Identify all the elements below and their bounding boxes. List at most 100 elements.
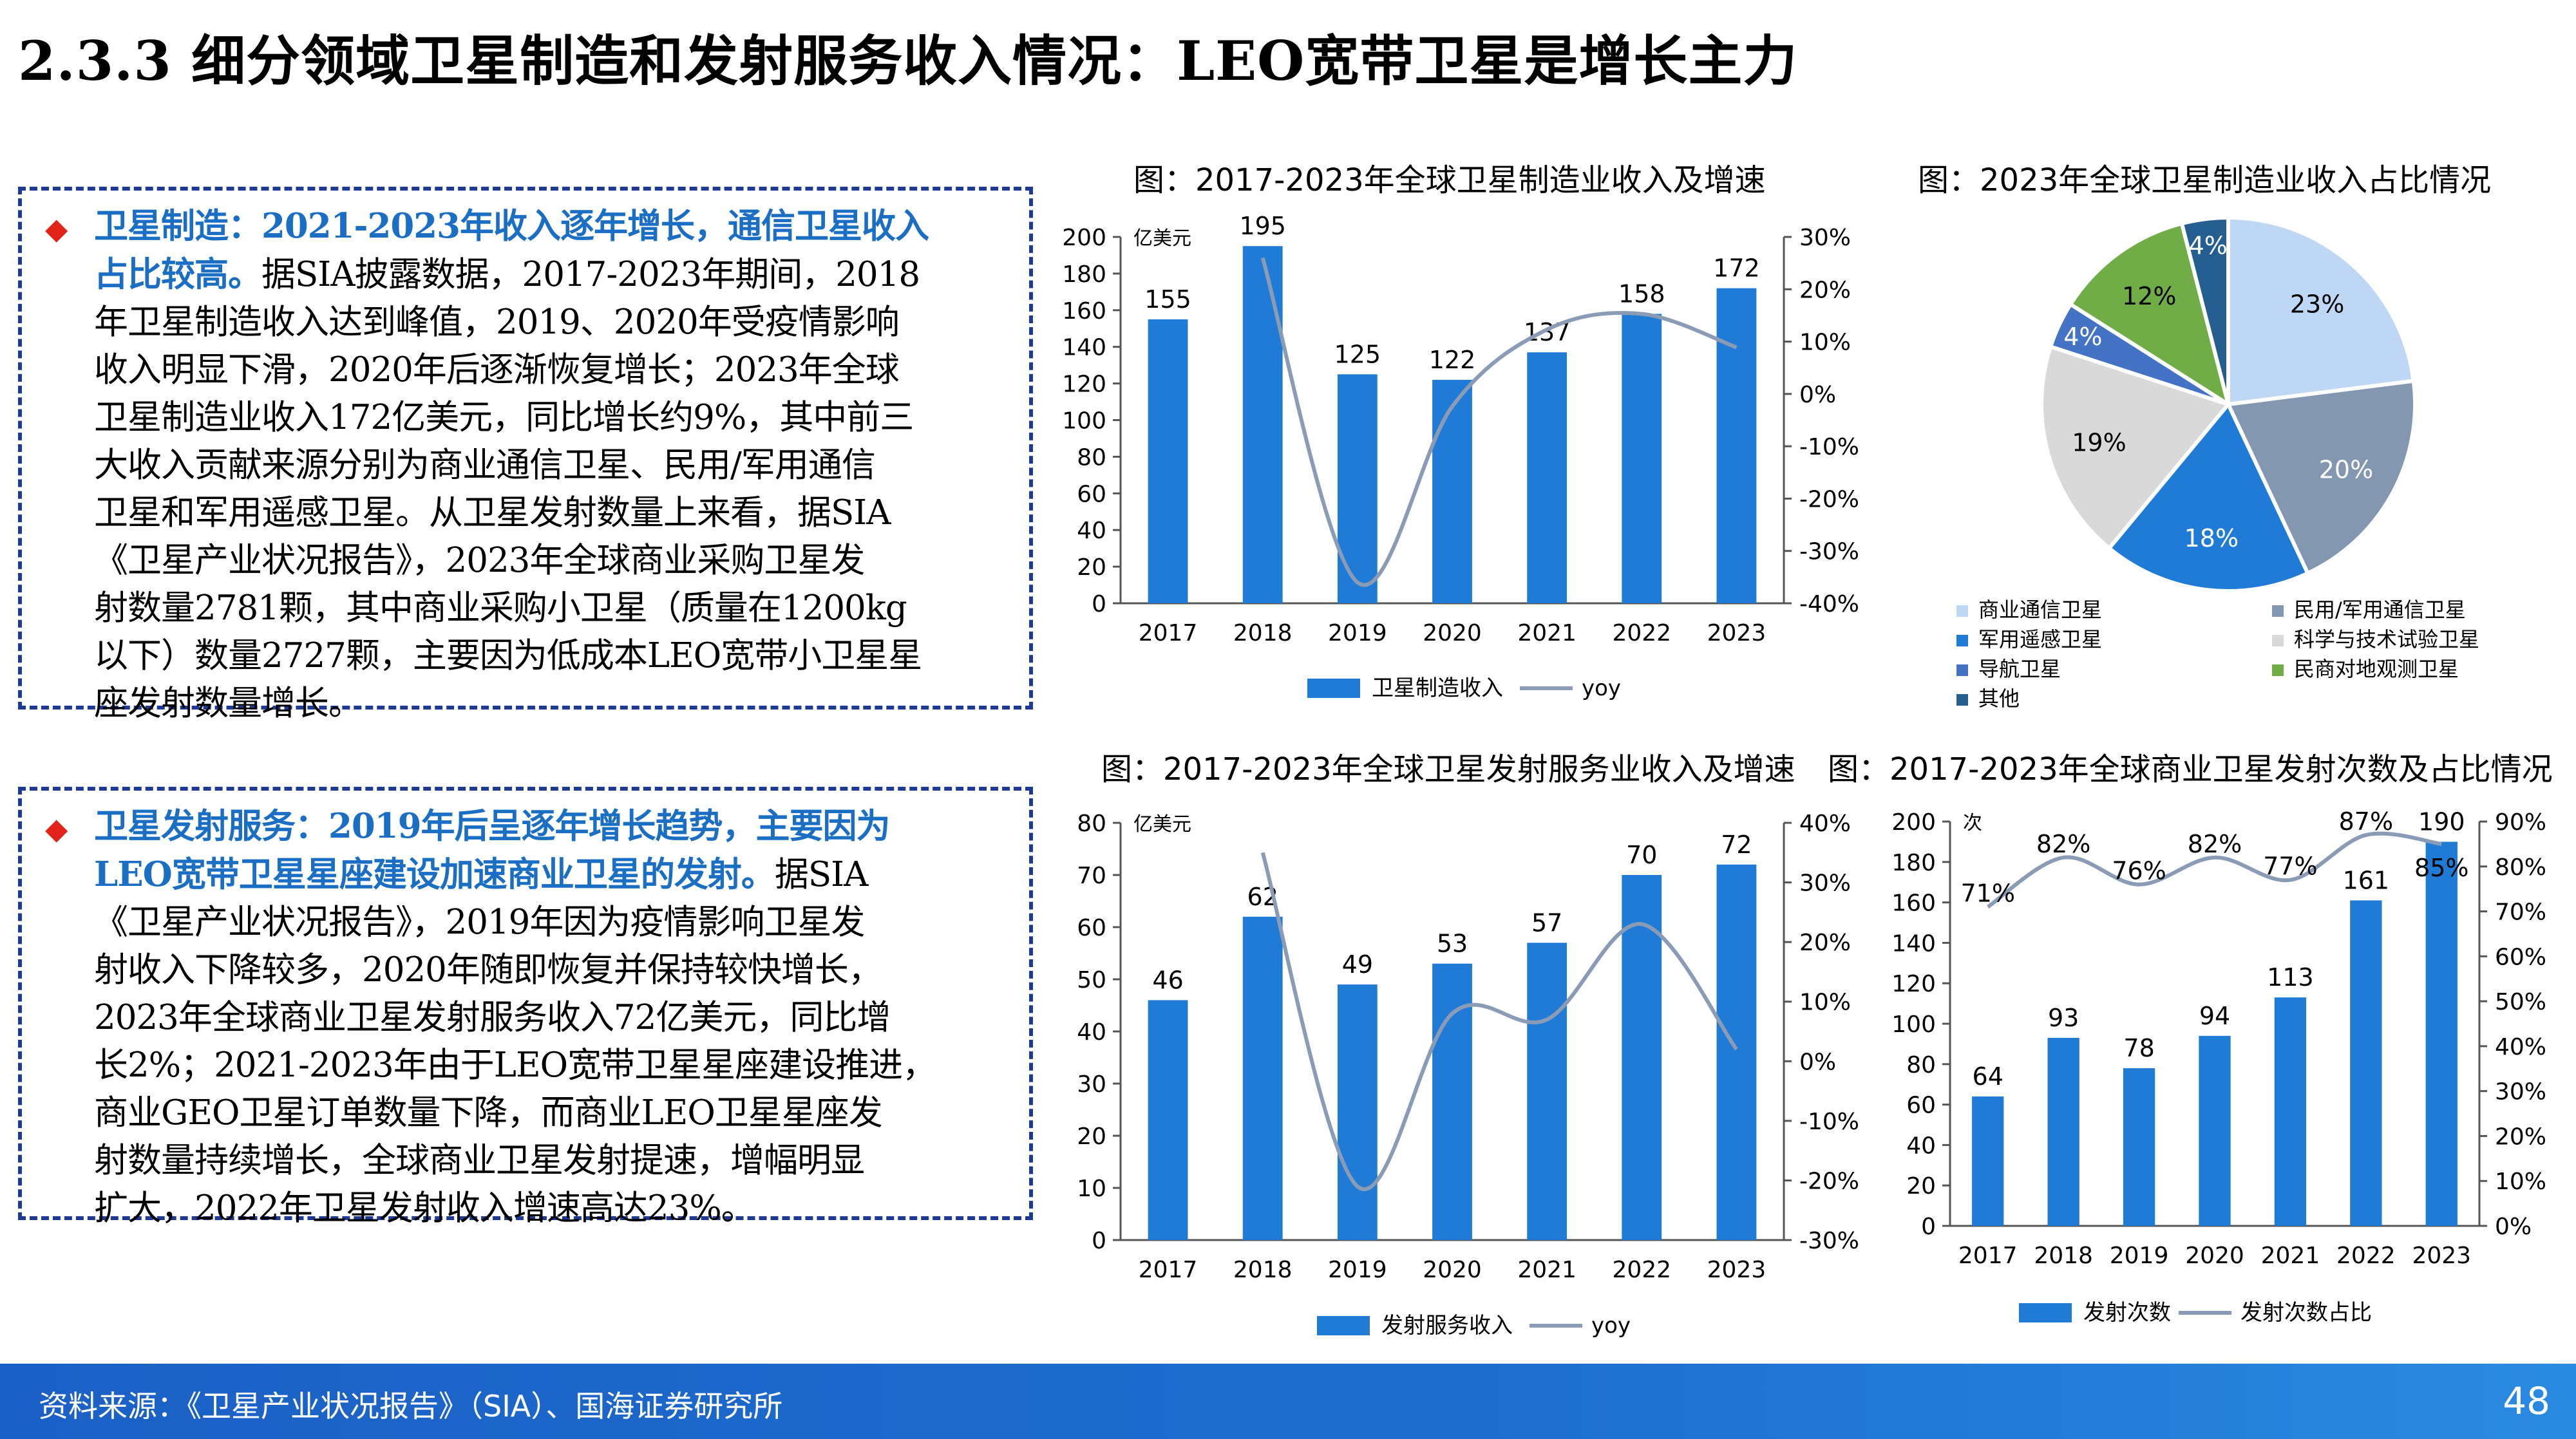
y-tick-label: 20 xyxy=(1906,1173,1936,1199)
x-tick-label: 2021 xyxy=(1517,620,1577,646)
y2-tick-label: -30% xyxy=(1799,1228,1859,1254)
page-title: 2.3.3 细分领域卫星制造和发射服务收入情况：LEO宽带卫星是增长主力 xyxy=(18,29,1798,93)
x-tick-label: 2023 xyxy=(1707,620,1766,646)
y2-tick-label: 30% xyxy=(1799,870,1851,897)
highlight-text: 卫星制造：2021-2023年收入逐年增长，通信卫星收入 xyxy=(94,206,929,246)
legend-label: 科学与技术试验卫星 xyxy=(2294,627,2479,652)
footer-source: 资料来源：《卫星产业状况报告》（SIA）、国海证券研究所 xyxy=(39,1389,783,1424)
legend-swatch xyxy=(1956,635,1968,646)
y-tick-label: 20 xyxy=(1077,1124,1106,1150)
pie-slice-label: 19% xyxy=(2072,428,2126,456)
text-line: 占比较高。据SIA披露数据，2017-2023年期间，2018 xyxy=(94,250,1029,299)
y-tick-label: 60 xyxy=(1077,481,1106,507)
bar xyxy=(1716,864,1757,1240)
body-text: 座发射数量增长。 xyxy=(94,684,363,723)
y2-tick-label: 40% xyxy=(2495,1034,2546,1060)
bar-value-label: 125 xyxy=(1334,340,1381,368)
body-text: 射数量持续增长，全球商业卫星发射提速，增幅明显 xyxy=(94,1141,865,1180)
x-tick-label: 2020 xyxy=(1423,1257,1482,1283)
y-tick-label: 100 xyxy=(1062,408,1106,435)
y-unit-label: 亿美元 xyxy=(1133,227,1191,250)
bar xyxy=(1148,319,1188,603)
text-box-launch: ◆ 卫星发射服务：2019年后呈逐年增长趋势，主要因为 LEO宽带卫星星座建设加速商… xyxy=(18,787,1033,1228)
y2-tick-label: 50% xyxy=(2495,989,2546,1015)
y2-tick-label: -20% xyxy=(1799,486,1859,513)
y2-tick-label: -40% xyxy=(1799,591,1859,617)
legend-swatch xyxy=(1956,664,1968,676)
line-value-label: 77% xyxy=(2263,852,2317,881)
line-series xyxy=(1260,257,1738,587)
manufacturing-revenue-chart: 0 20 40 60 80 100 120 140 160 180 200 -40% -30% -20% -… xyxy=(1062,212,1859,701)
legend-label: 民用/军用通信卫星 xyxy=(2294,597,2466,622)
text-line: 《卫星产业状况报告》，2023年全球商业采购卫星发 xyxy=(94,537,1029,585)
text-line: 卫星制造：2021-2023年收入逐年增长，通信卫星收入 xyxy=(94,202,1029,250)
bar-value-label: 158 xyxy=(1618,279,1665,308)
bar-value-label: 64 xyxy=(1973,1062,2003,1091)
bullet-icon: ◆ xyxy=(45,811,68,846)
line-series xyxy=(1260,852,1738,1191)
y2-tick-label: -30% xyxy=(1799,539,1859,565)
legend-label: 商业通信卫星 xyxy=(1978,597,2102,622)
text-line: 扩大，2022年卫星发射收入增速高达23%。 xyxy=(94,1185,1029,1232)
line-series xyxy=(1987,831,2442,909)
body-text: 据SIA披露数据，2017-2023年期间，2018 xyxy=(261,255,920,294)
legend-label: 发射服务收入 xyxy=(1381,1313,1513,1339)
text-line: 卫星和军用遥感卫星。从卫星发射数量上来看，据SIA xyxy=(94,489,1029,537)
pie-slice-label: 18% xyxy=(2184,524,2239,552)
bar xyxy=(1337,374,1378,603)
bar-value-label: 72 xyxy=(1721,831,1752,859)
legend-label: yoy xyxy=(1591,1313,1631,1339)
pie-slice xyxy=(2106,400,2311,593)
text-line: LEO宽带卫星星座建设加速商业卫星的发射。据SIA xyxy=(94,851,1029,899)
bar xyxy=(1242,246,1283,604)
page-number: 48 xyxy=(2503,1379,2550,1423)
text-line: 收入明显下滑，2020年后逐渐恢复增长；2023年全球 xyxy=(94,346,1029,394)
body-text: 卫星和军用遥感卫星。从卫星发射数量上来看，据SIA xyxy=(94,493,891,532)
text-line: 《卫星产业状况报告》，2019年因为疫情影响卫星发 xyxy=(94,899,1029,946)
highlight-text: 占比较高。 xyxy=(94,254,262,294)
y2-tick-label: 70% xyxy=(2495,899,2546,926)
y-tick-label: 20 xyxy=(1077,554,1106,581)
y2-tick-label: 0% xyxy=(1799,1049,1836,1075)
y-tick-label: 140 xyxy=(1891,930,1936,957)
bullet-icon: ◆ xyxy=(45,211,68,246)
y2-tick-label: 80% xyxy=(2495,854,2546,881)
body-text: 卫星制造业收入172亿美元，同比增长约9%，其中前三 xyxy=(94,398,914,437)
legend-label: 卫星制造收入 xyxy=(1372,675,1503,701)
pie-slice-label: 23% xyxy=(2290,290,2344,318)
y2-tick-label: 0% xyxy=(2495,1214,2532,1240)
line-value-label: 85% xyxy=(2414,854,2468,882)
bar xyxy=(2199,1035,2231,1226)
pie-slice xyxy=(2179,215,2230,405)
body-text: 大收入贡献来源分别为商业通信卫星、民用/军用通信 xyxy=(94,446,876,485)
text-line: 大收入贡献来源分别为商业通信卫星、民用/军用通信 xyxy=(94,442,1029,489)
y-tick-label: 160 xyxy=(1891,890,1936,917)
x-tick-label: 2017 xyxy=(1958,1243,2018,1269)
bar xyxy=(1716,288,1757,603)
y2-tick-label: 20% xyxy=(1799,930,1851,956)
bar xyxy=(1242,916,1283,1240)
y2-tick-label: 90% xyxy=(2495,809,2546,836)
line-value-label: 71% xyxy=(1960,879,2014,908)
legend-bar-swatch xyxy=(1307,679,1360,698)
y2-tick-label: 10% xyxy=(2495,1169,2546,1195)
bar xyxy=(1432,379,1472,603)
bar-value-label: 49 xyxy=(1342,950,1373,979)
pie-slice-label: 20% xyxy=(2319,456,2373,484)
y-unit-label: 次 xyxy=(1963,812,1982,834)
text-line: 卫星制造业收入172亿美元，同比增长约9%，其中前三 xyxy=(94,394,1029,442)
bar-value-label: 93 xyxy=(2048,1004,2079,1032)
body-text: 扩大，2022年卫星发射收入增速高达23%。 xyxy=(94,1189,755,1228)
text-line: 2023年全球商业卫星发射服务收入72亿美元，同比增 xyxy=(94,994,1029,1042)
text-line: 座发射数量增长。 xyxy=(94,680,1029,728)
pie-slice-label: 4% xyxy=(2063,323,2102,351)
bar xyxy=(1622,875,1662,1240)
y-tick-label: 0 xyxy=(1092,1228,1106,1254)
x-tick-label: 2021 xyxy=(2261,1243,2320,1269)
bar xyxy=(1527,352,1567,603)
y-tick-label: 200 xyxy=(1062,225,1106,251)
footer-bar: 资料来源：《卫星产业状况报告》（SIA）、国海证券研究所 48 xyxy=(0,1364,2576,1439)
y2-tick-label: -10% xyxy=(1799,434,1859,460)
y2-tick-label: 10% xyxy=(1799,990,1851,1016)
body-text: 射数量2781颗，其中商业采购小卫星（质量在1200kg xyxy=(94,588,907,628)
